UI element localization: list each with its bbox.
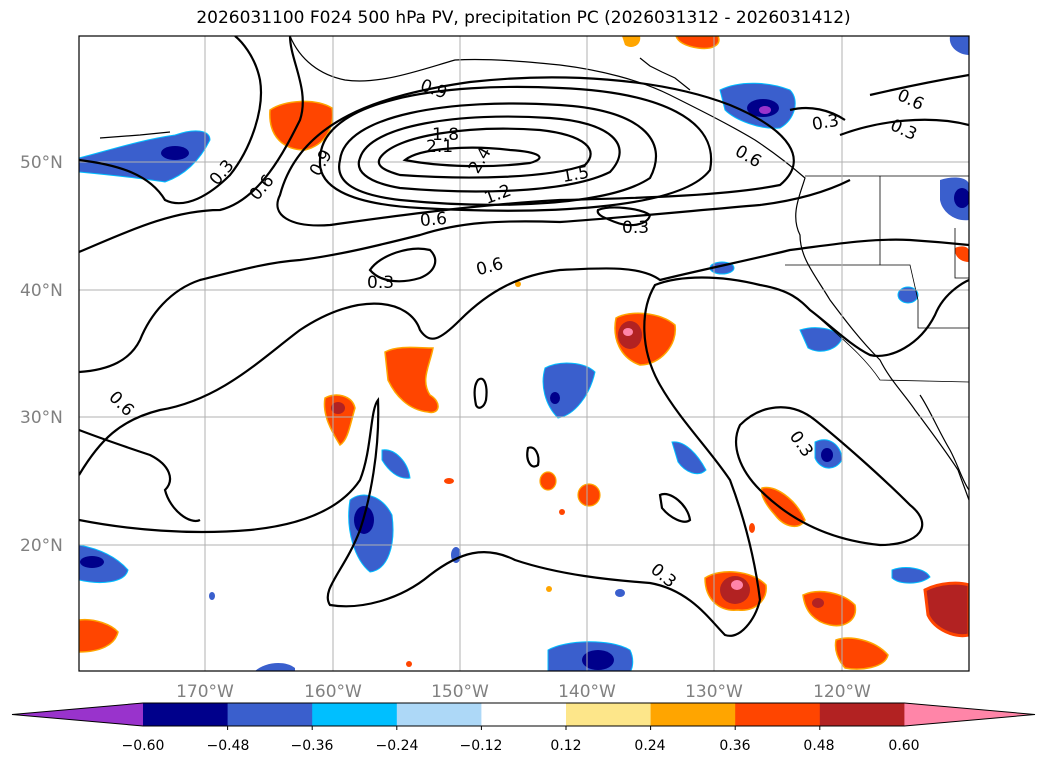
map-background — [79, 36, 969, 671]
lon-label-140w: 140°W — [558, 682, 616, 702]
lat-label-30n: 30°N — [20, 408, 63, 428]
colorbar-tick-label: −0.12 — [460, 738, 503, 754]
colorbar-tick-label: −0.48 — [207, 738, 250, 754]
colorbar-ticks: −0.60 −0.48 −0.36 −0.24 −0.12 0.12 0.24 … — [122, 738, 920, 754]
lon-label-150w: 150°W — [431, 682, 489, 702]
colorbar — [11, 702, 1036, 730]
colorbar-tick-label: 0.60 — [888, 738, 919, 754]
contour-label: 2.1 — [426, 137, 453, 157]
lat-label-40n: 40°N — [20, 281, 63, 301]
colorbar-segment — [481, 703, 567, 726]
colorbar-tick-label: 0.12 — [550, 738, 581, 754]
colorbar-segment — [227, 703, 313, 726]
colorbar-segment — [650, 703, 736, 726]
coastline — [99, 36, 969, 501]
colorbar-tick-label: −0.60 — [122, 738, 165, 754]
colorbar-tick-label: −0.36 — [291, 738, 334, 754]
contour-label: 0.3 — [810, 111, 840, 135]
lon-label-120w: 120°W — [813, 682, 871, 702]
contour-labels: 0.9 1.8 2.1 2.4 1.5 1.2 0.6 0.3 0.9 0.6 … — [104, 75, 927, 592]
lat-label-20n: 20°N — [20, 536, 63, 556]
colorbar-tick-label: −0.24 — [376, 738, 419, 754]
colorbar-extend-high — [904, 703, 1035, 726]
gridlines — [79, 36, 969, 671]
colorbar-outline — [11, 702, 1036, 727]
pv-contours — [79, 36, 969, 637]
contour-label: 1.5 — [561, 163, 591, 187]
latitude-labels: 50°N 40°N 30°N 20°N — [20, 153, 63, 556]
colorbar-tick-label: 0.24 — [634, 738, 665, 754]
map-title: 2026031100 F024 500 hPa PV, precipitatio… — [196, 8, 851, 28]
lat-label-50n: 50°N — [20, 153, 63, 173]
contour-label: 0.3 — [367, 273, 394, 293]
lon-label-170w: 170°W — [176, 682, 234, 702]
precip-negative — [79, 36, 969, 671]
map-frame — [78, 35, 970, 672]
lon-label-160w: 160°W — [304, 682, 362, 702]
contour-label: 1.8 — [432, 125, 459, 145]
lon-label-130w: 130°W — [685, 682, 743, 702]
colorbar-tick-label: 0.48 — [803, 738, 834, 754]
colorbar-tick-label: 0.36 — [719, 738, 750, 754]
colorbar-segment — [735, 703, 821, 726]
colorbar-segment — [819, 703, 905, 726]
colorbar-segment — [312, 703, 398, 726]
colorbar-segment — [566, 703, 652, 726]
precip-field — [79, 36, 969, 671]
colorbar-segment — [396, 703, 482, 726]
longitude-labels: 170°W 160°W 150°W 140°W 130°W 120°W — [176, 682, 871, 702]
contour-label: 0.3 — [622, 218, 649, 238]
colorbar-segment — [143, 703, 229, 726]
colorbar-extend-low — [12, 703, 143, 726]
contour-label: 0.6 — [419, 209, 448, 231]
